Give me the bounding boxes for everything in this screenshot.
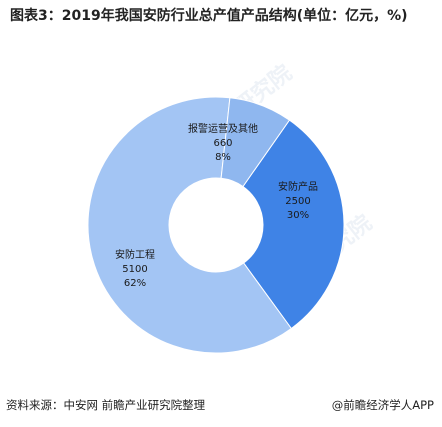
- slice-value-label: 5100: [122, 264, 147, 275]
- donut-hole: [169, 178, 263, 272]
- slice-value-label: 660: [213, 138, 232, 149]
- slice-value-label: 2500: [285, 196, 310, 207]
- slice-percent-label: 30%: [287, 210, 309, 221]
- slice-name-label: 安防工程: [115, 248, 155, 261]
- slice-name-label: 报警运营及其他: [188, 122, 258, 135]
- brand-credit: @前瞻经济学人APP: [331, 398, 434, 412]
- source-note: 资料来源：中安网 前瞻产业研究院整理: [6, 398, 206, 412]
- slice-percent-label: 62%: [124, 278, 146, 289]
- slice-name-label: 安防产品: [278, 180, 318, 193]
- slice-percent-label: 8%: [215, 152, 231, 163]
- chart-title: 图表3：2019年我国安防行业总产值产品结构(单位：亿元，%): [10, 8, 408, 24]
